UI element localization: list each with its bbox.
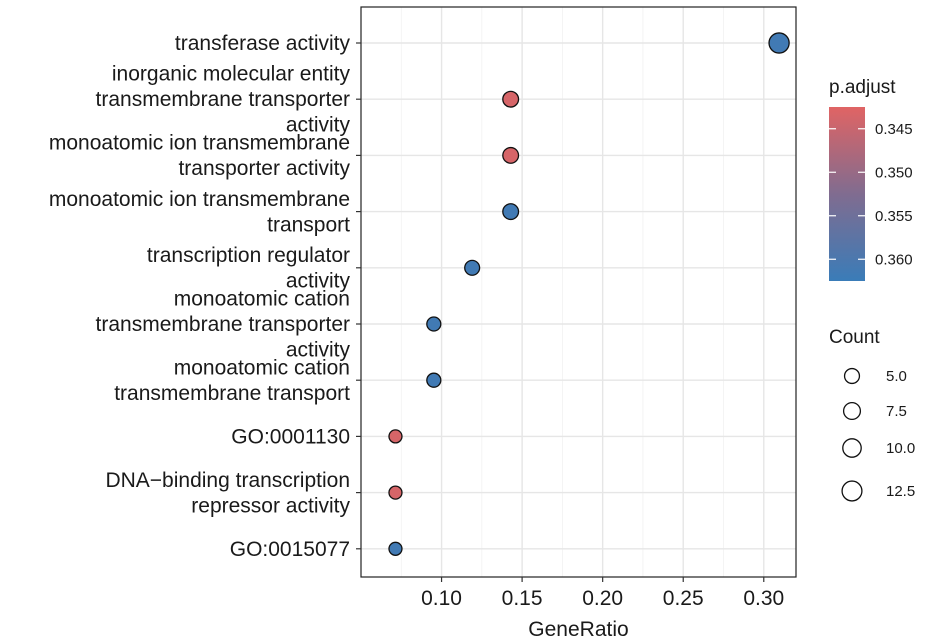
y-tick-label: activity bbox=[286, 339, 351, 362]
grid bbox=[361, 7, 796, 577]
size-legend-circle bbox=[843, 367, 861, 385]
size-legend-label: 5.0 bbox=[886, 368, 907, 385]
data-point bbox=[768, 32, 790, 54]
size-legend: Count 5.0 7.5 10.0 12.5 bbox=[829, 327, 915, 502]
data-point bbox=[502, 146, 520, 164]
x-ticks bbox=[440, 577, 765, 582]
size-legend-label: 7.5 bbox=[886, 403, 907, 420]
x-tick-label: 0.30 bbox=[743, 587, 784, 610]
color-legend: p.adjust 0.345 0.350 0.355 0.360 bbox=[829, 77, 913, 281]
x-tick-labels: 0.10 0.15 0.20 0.25 0.30 bbox=[421, 587, 784, 610]
data-point bbox=[502, 90, 520, 108]
colorbar-ticks: 0.345 0.350 0.355 0.360 bbox=[829, 121, 913, 268]
y-tick-label: repressor activity bbox=[191, 494, 350, 517]
y-tick-label: monoatomic ion transmembrane bbox=[49, 132, 350, 155]
y-tick-label: transport bbox=[267, 213, 350, 236]
data-point bbox=[426, 316, 442, 332]
y-tick-label: transcription regulator bbox=[147, 244, 350, 267]
x-tick-label: 0.20 bbox=[582, 587, 623, 610]
x-tick-label: 0.10 bbox=[421, 587, 462, 610]
y-tick-label: monoatomic cation bbox=[174, 356, 350, 379]
y-tick-labels: transferase activity inorganic molecular … bbox=[49, 32, 351, 561]
y-tick-label: GO:0001130 bbox=[231, 425, 350, 448]
x-axis-title: GeneRatio bbox=[528, 618, 628, 641]
size-legend-circle bbox=[841, 480, 863, 502]
y-tick-label: transferase activity bbox=[175, 32, 351, 55]
y-tick-label: GO:0015077 bbox=[230, 538, 350, 561]
data-point bbox=[502, 203, 520, 221]
colorbar-tick-label: 0.360 bbox=[875, 251, 913, 268]
size-legend-circle bbox=[842, 438, 862, 458]
data-point bbox=[388, 541, 403, 556]
size-legend-items: 5.0 7.5 10.0 12.5 bbox=[841, 367, 915, 502]
data-point bbox=[464, 259, 481, 276]
y-tick-label: transmembrane transporter bbox=[96, 88, 350, 111]
y-ticks bbox=[356, 42, 361, 550]
x-tick-label: 0.25 bbox=[663, 587, 704, 610]
data-point bbox=[426, 372, 442, 388]
points bbox=[388, 32, 790, 556]
x-tick-label: 0.15 bbox=[502, 587, 543, 610]
data-point bbox=[388, 429, 403, 444]
y-tick-label: activity bbox=[286, 114, 351, 137]
colorbar-tick-label: 0.355 bbox=[875, 208, 913, 225]
size-legend-title: Count bbox=[829, 327, 880, 348]
y-tick-label: transmembrane transporter bbox=[96, 313, 350, 336]
data-point bbox=[388, 485, 403, 500]
colorbar-tick-label: 0.350 bbox=[875, 164, 913, 181]
y-tick-label: inorganic molecular entity bbox=[112, 63, 351, 86]
y-tick-label: transporter activity bbox=[178, 157, 350, 180]
colorbar bbox=[829, 107, 865, 281]
color-legend-title: p.adjust bbox=[829, 77, 896, 98]
y-tick-label: monoatomic ion transmembrane bbox=[49, 188, 350, 211]
size-legend-label: 10.0 bbox=[886, 440, 915, 457]
y-tick-label: activity bbox=[286, 270, 351, 293]
size-legend-circle bbox=[842, 401, 862, 421]
size-legend-label: 12.5 bbox=[886, 483, 915, 500]
colorbar-tick-label: 0.345 bbox=[875, 121, 913, 138]
plot-panel-border bbox=[360, 6, 797, 578]
y-tick-label: DNA−binding transcription bbox=[105, 469, 350, 492]
y-tick-label: transmembrane transport bbox=[114, 382, 350, 405]
y-tick-label: monoatomic cation bbox=[174, 288, 350, 311]
